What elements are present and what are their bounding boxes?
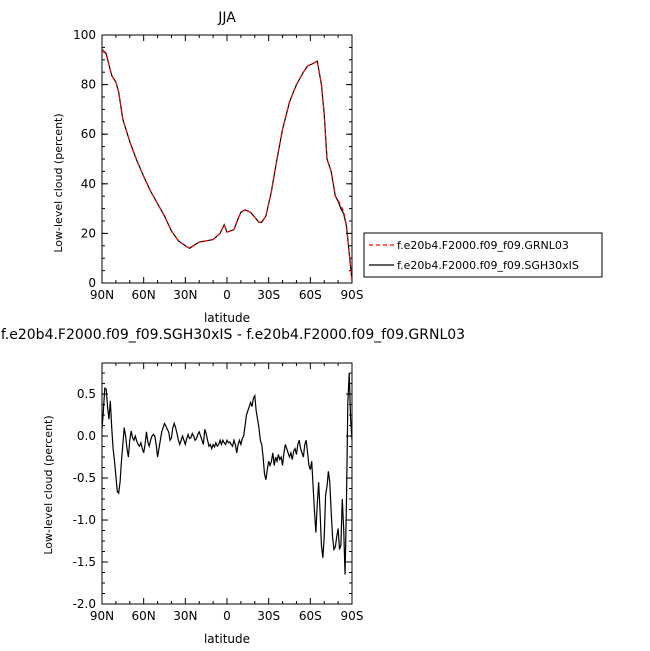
top-chart: JJA 90N 60N 30N 0 30S 60S 90S 0 20 40 60 80 100 lati… [52,10,603,325]
bottom-chart-frame [101,362,353,605]
top-chart-x-tick-label: 60S [299,288,322,302]
bottom-chart-y-axis-label: Low-level cloud (percent) [42,415,55,554]
bottom-chart-series-line-1 [102,373,352,575]
bottom-chart-y-tick-label: -0.5 [73,471,96,485]
bottom-chart-y-tick-label: -1.0 [73,513,96,527]
top-chart-x-tick-label: 60N [132,288,156,302]
top-chart-y-tick-label: 20 [81,226,96,240]
top-chart-frame [101,34,353,284]
top-chart-x-tick-label: 90N [90,288,114,302]
top-chart-series-line-2 [102,48,352,281]
bottom-chart: f.e20b4.F2000.f09_f09.SGH30xIS - f.e20b4… [1,327,465,646]
top-chart-x-tick-label: 90S [341,288,364,302]
bottom-chart-x-tick-label: 60S [299,609,322,623]
top-chart-plot-area: 90N 60N 30N 0 30S 60S 90S 0 20 40 60 80 100 [73,28,363,302]
top-chart-title: JJA [217,10,236,26]
legend-label-1: f.e20b4.F2000.f09_f09.GRNL03 [397,239,569,252]
bottom-chart-x-axis-label: latitude [204,632,250,646]
bottom-chart-x-tick-label: 60N [132,609,156,623]
bottom-chart-x-tick-label: 90S [341,609,364,623]
top-chart-x-axis-label: latitude [204,311,250,325]
top-chart-series-line-1 [102,49,352,281]
legend-box [363,232,603,278]
bottom-chart-y-tick-label: 0.5 [77,387,96,401]
bottom-chart-y-tick-label: -2.0 [73,597,96,611]
bottom-chart-y-tick-label: 0.0 [77,429,96,443]
legend-label-2: f.e20b4.F2000.f09_f09.SGH30xIS [397,259,579,272]
top-chart-y-tick-label: 40 [81,177,96,191]
top-chart-x-tick-label: 30N [173,288,197,302]
top-chart-y-axis-label: Low-level cloud (percent) [52,113,65,252]
bottom-chart-title: f.e20b4.F2000.f09_f09.SGH30xIS - f.e20b4… [1,327,465,343]
top-chart-x-tick-label: 0 [223,288,231,302]
bottom-chart-plot-area: 90N 60N 30N 0 30S 60S 90S 0.5 0.0 -0.5 -1.0 -1.5 -2.… [73,362,364,623]
top-chart-y-tick-label: 0 [88,276,96,290]
top-chart-y-tick-label: 60 [81,127,96,141]
bottom-chart-y-tick-label: -1.5 [73,555,96,569]
legend: f.e20b4.F2000.f09_f09.GRNL03 f.e20b4.F200… [363,232,603,278]
bottom-chart-x-tick-label: 90N [90,609,114,623]
bottom-chart-x-tick-label: 30N [173,609,197,623]
top-chart-y-tick-label: 80 [81,78,96,92]
top-chart-x-tick-label: 30S [257,288,280,302]
top-chart-y-tick-label: 100 [73,28,96,42]
bottom-chart-x-tick-label: 30S [257,609,280,623]
bottom-chart-x-tick-label: 0 [223,609,231,623]
